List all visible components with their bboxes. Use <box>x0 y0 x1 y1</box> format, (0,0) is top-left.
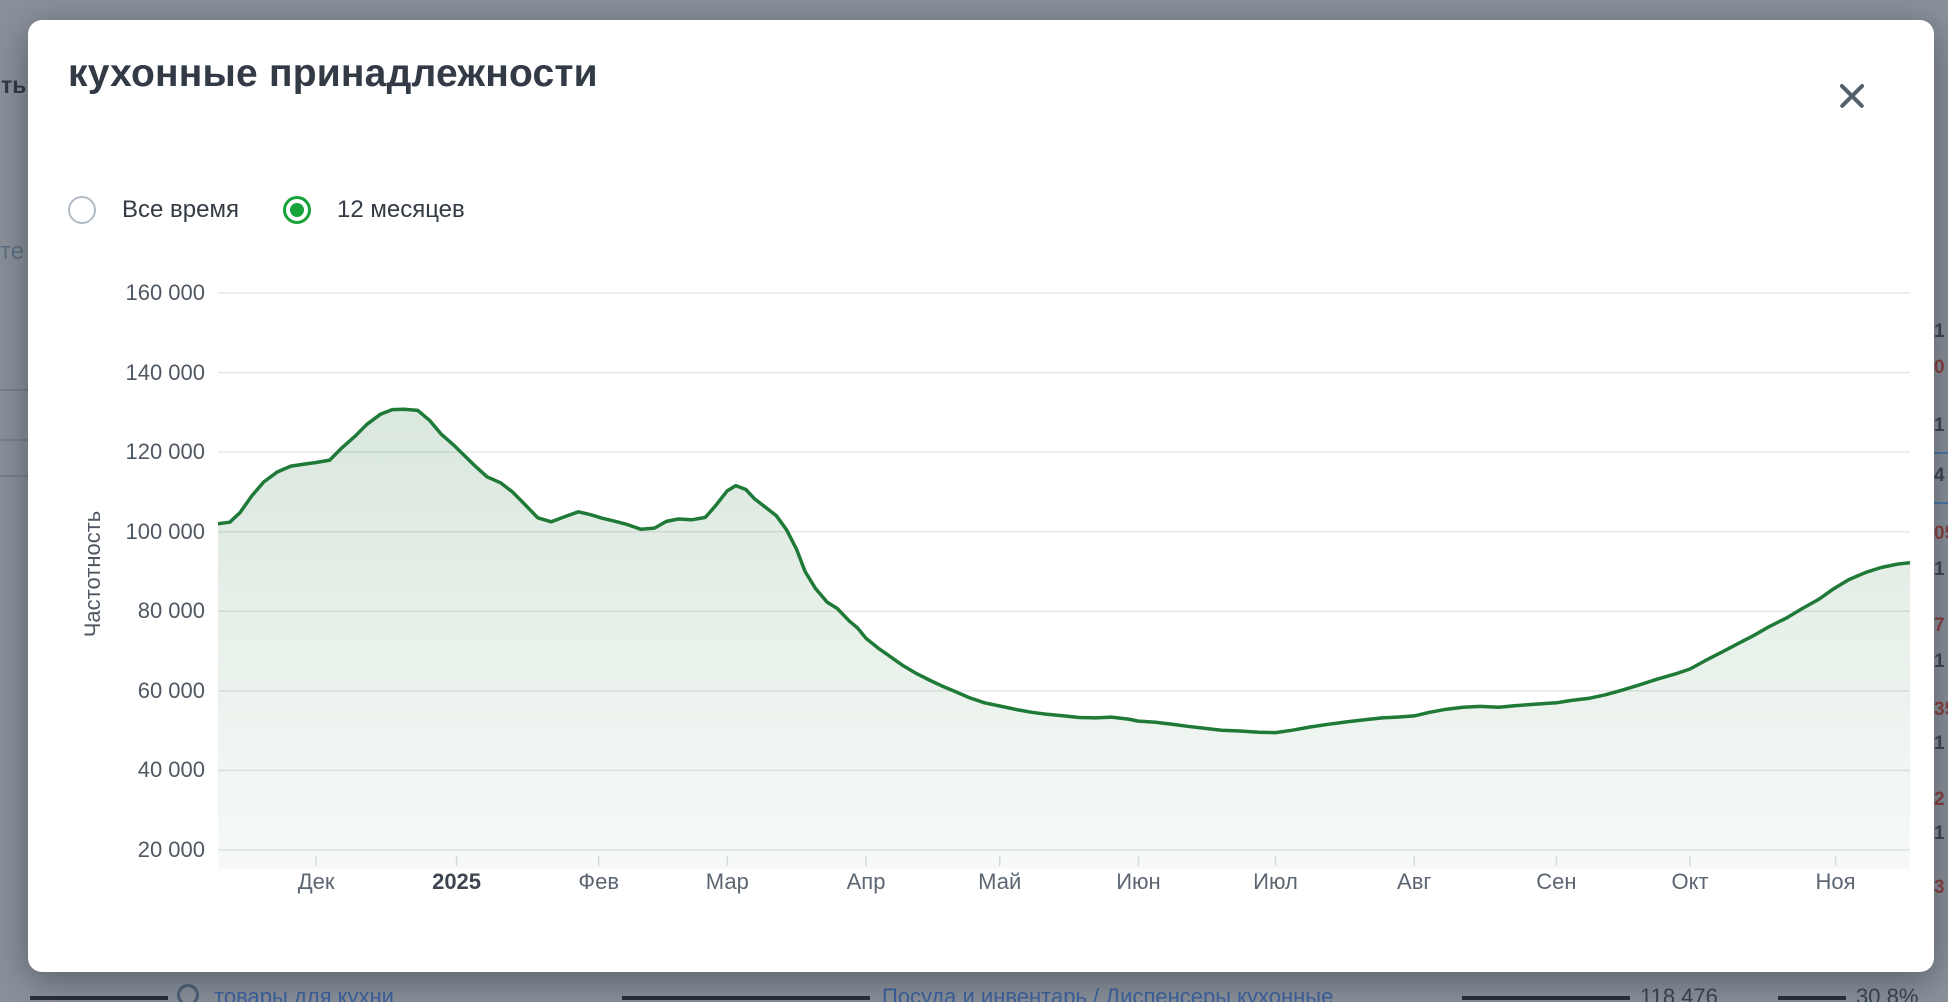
background-row-line <box>622 996 870 1000</box>
y-tick-label: 120 000 <box>125 439 205 465</box>
y-tick-label: 80 000 <box>137 598 205 624</box>
radio-icon <box>68 196 96 224</box>
time-filter-option-all-time[interactable]: Все время <box>68 196 239 224</box>
frequency-modal: кухонные принадлежности Все время 12 мес… <box>28 20 1934 972</box>
background-text-fragment: 3 <box>1934 877 1945 898</box>
background-breadcrumb-link: Посуда и инвентарь / Диспенсеры кухонные <box>882 984 1334 1002</box>
background-frequency-value: 118 476 <box>1640 984 1718 1002</box>
background-row-line <box>1462 996 1630 1000</box>
radio-icon <box>283 196 311 224</box>
y-tick-label: 160 000 <box>125 280 205 305</box>
background-left-text-fragment-2: те <box>0 238 25 265</box>
y-tick-label: 60 000 <box>137 677 205 703</box>
radio-label: 12 месяцев <box>337 196 465 223</box>
background-text-fragment: 2 <box>1934 789 1945 810</box>
time-filter-option-12-months[interactable]: 12 месяцев <box>283 196 465 224</box>
y-tick-label: 40 000 <box>137 757 205 783</box>
background-text-fragment: 05 <box>1934 523 1948 544</box>
background-text-fragment: 1 <box>1934 733 1945 754</box>
chart-area-fill <box>218 409 1910 869</box>
frequency-chart <box>218 268 1910 880</box>
background-category-link: товары для кухни <box>214 984 394 1002</box>
background-link-underline <box>1934 452 1948 454</box>
background-text-fragment: 7 <box>1934 615 1945 636</box>
background-text-fragment: 0 <box>1934 357 1945 378</box>
modal-title: кухонные принадлежности <box>68 52 598 95</box>
background-row-line <box>30 996 168 1000</box>
search-icon <box>177 984 199 1002</box>
background-text-fragment: 1 <box>1934 651 1945 672</box>
y-axis-labels: 160 000 140 000 120 000 100 000 80 000 60 000… <box>78 268 205 880</box>
background-row-divider <box>0 475 28 477</box>
chart-line <box>218 407 1910 735</box>
background-link-underline <box>1934 502 1948 504</box>
background-right-fragments: 1 0 1 4 05 1 7 1 35 1 2 1 3 <box>1934 0 1948 1002</box>
background-text-fragment: 1 <box>1934 415 1945 436</box>
background-row-divider <box>0 389 28 391</box>
close-button[interactable] <box>1828 72 1876 120</box>
background-text-fragment: 4 <box>1934 465 1945 486</box>
background-text-fragment: 35 <box>1934 699 1948 720</box>
background-percent-value: 30.8% <box>1856 984 1919 1002</box>
chart-canvas <box>218 292 1910 869</box>
background-row-line <box>1778 996 1846 1000</box>
background-text-fragment: 1 <box>1934 321 1945 342</box>
background-row-divider <box>0 439 28 441</box>
background-text-fragment: 1 <box>1934 823 1945 844</box>
y-tick-label: 20 000 <box>137 837 205 862</box>
radio-label: Все время <box>122 196 239 223</box>
background-left-text-fragment: ть <box>1 72 27 98</box>
y-tick-label: 140 000 <box>125 359 205 385</box>
background-text-fragment: 1 <box>1934 559 1945 580</box>
y-tick-label: 100 000 <box>125 518 205 544</box>
